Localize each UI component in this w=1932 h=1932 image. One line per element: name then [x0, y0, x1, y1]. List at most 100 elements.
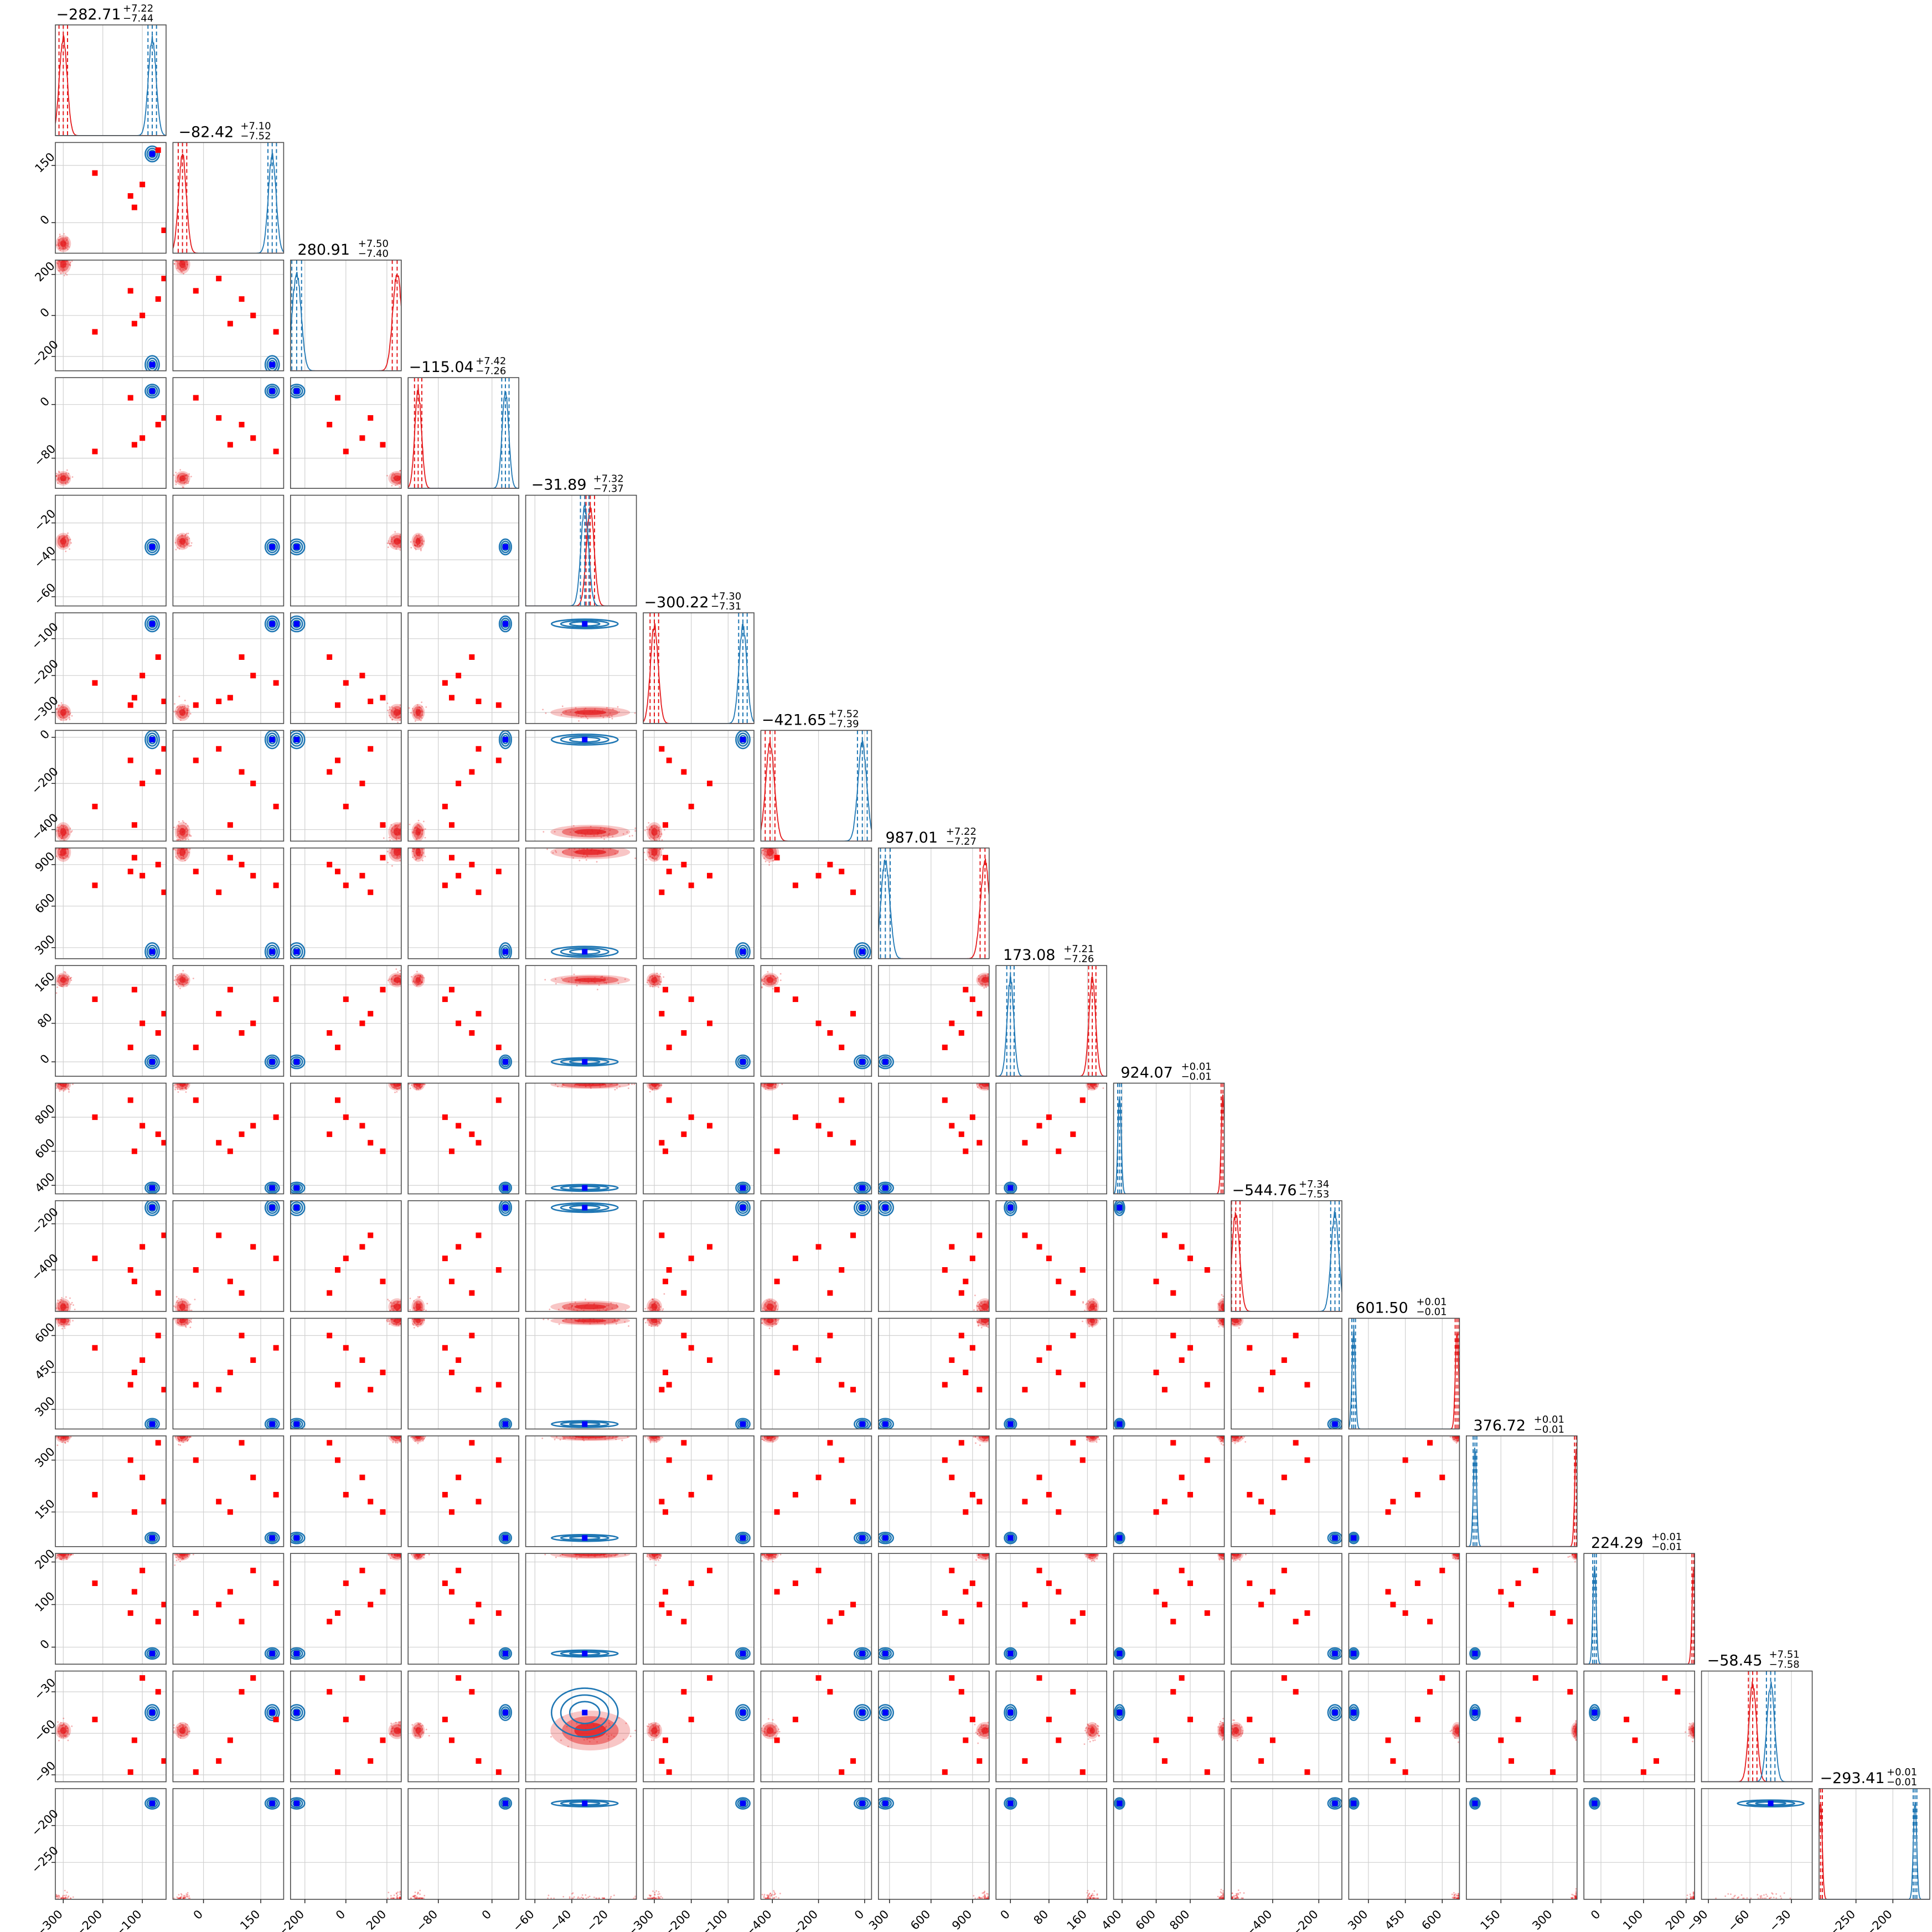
- sample-point-red: [57, 1086, 59, 1088]
- panel-10-2: [290, 1200, 402, 1312]
- sample-point-red: [180, 973, 183, 975]
- contour-blue-2: [148, 1058, 156, 1066]
- sample-point-red: [420, 539, 422, 541]
- sample-point-red: [179, 481, 182, 483]
- sample-point-red: [628, 1325, 629, 1327]
- sample-point-red: [69, 717, 70, 719]
- red-marker: [239, 1290, 245, 1296]
- sample-point-red: [603, 835, 605, 837]
- sample-point-red: [648, 852, 650, 854]
- sample-point-red: [61, 268, 63, 270]
- red-marker: [368, 1499, 374, 1505]
- sample-point-red: [418, 534, 420, 536]
- y-tick-label-5-2: −100: [29, 620, 61, 652]
- truth-marker: [1117, 1535, 1123, 1541]
- red-marker: [239, 1131, 245, 1137]
- sample-point-red: [761, 978, 763, 980]
- sample-point-red: [68, 539, 70, 541]
- sample-point-red: [399, 973, 401, 975]
- sample-point-red: [569, 831, 571, 833]
- truth-marker: [293, 737, 299, 743]
- red-marker: [448, 822, 454, 828]
- panel-frame: [525, 1318, 637, 1430]
- histogram-blue: [1349, 1329, 1460, 1429]
- red-marker: [469, 861, 475, 867]
- sample-point-red: [660, 981, 662, 983]
- sample-point-red: [394, 1086, 396, 1088]
- panel-3-3: −115.04 +7.42−7.26: [407, 355, 520, 489]
- sample-point-red: [66, 482, 69, 483]
- sample-point-red: [774, 977, 777, 979]
- truth-marker: [1332, 1421, 1338, 1427]
- sample-point-red: [647, 851, 649, 853]
- sample-point-red: [1243, 1436, 1246, 1438]
- red-marker: [1187, 1492, 1194, 1498]
- sample-point-red: [410, 976, 412, 978]
- panel-6-2: [290, 730, 402, 842]
- red-marker: [92, 1345, 98, 1351]
- red-marker: [131, 1370, 137, 1376]
- sample-point-red: [413, 1083, 415, 1085]
- sample-point-red: [55, 1307, 58, 1309]
- sample-point-red: [601, 976, 603, 978]
- panel-frame: [55, 377, 167, 489]
- red-marker: [216, 276, 222, 282]
- sample-point-red: [62, 715, 64, 717]
- sample-point-red: [421, 982, 423, 983]
- red-marker: [273, 1256, 279, 1262]
- sample-point-red: [649, 855, 652, 857]
- sample-point-red: [416, 826, 418, 828]
- sample-point-red: [58, 714, 60, 716]
- param-title-sup-4: +7.32: [593, 473, 624, 485]
- sample-point-red: [763, 983, 765, 985]
- red-marker: [666, 1382, 672, 1388]
- contour-blue-1: [879, 1056, 892, 1068]
- sample-point-red: [1088, 1088, 1089, 1091]
- red-marker: [949, 1020, 955, 1026]
- red-marker: [688, 882, 694, 888]
- sample-point-red: [185, 714, 188, 716]
- truth-marker: [269, 1185, 275, 1191]
- sample-point-red: [177, 850, 179, 852]
- sample-point-red: [58, 830, 60, 833]
- panel-8-7: [878, 965, 990, 1077]
- sample-point-red: [64, 536, 66, 539]
- truth-marker: [502, 737, 508, 743]
- sample-point-red: [182, 268, 184, 270]
- truth-marker: [502, 1535, 508, 1541]
- panel-4-3: [407, 494, 520, 607]
- sample-point-red: [412, 848, 414, 850]
- panel-6-1: [172, 730, 285, 842]
- sample-point-red: [421, 854, 423, 856]
- red-marker: [663, 855, 668, 861]
- sample-point-red: [983, 987, 985, 989]
- sample-point-red: [393, 546, 395, 547]
- sample-point-red: [187, 704, 189, 706]
- sample-point-red: [65, 1086, 66, 1088]
- panel-8-4: [525, 965, 637, 1077]
- sample-point-red: [63, 546, 65, 548]
- red-marker: [140, 673, 146, 679]
- sample-point-red: [606, 715, 608, 717]
- contour-blue-2: [292, 387, 301, 395]
- contour-blue-1: [146, 147, 158, 161]
- sample-point-red: [66, 848, 69, 850]
- sample-point-red: [183, 707, 185, 710]
- red-marker: [1270, 1509, 1275, 1515]
- red-marker: [666, 1267, 672, 1273]
- sample-point-red: [180, 1298, 183, 1300]
- sample-point-red: [774, 979, 776, 982]
- panel-10-9: [1113, 1200, 1225, 1312]
- sample-point-red: [398, 975, 400, 977]
- sample-point-red: [417, 1088, 420, 1091]
- truth-marker: [859, 1185, 865, 1191]
- panel-13-1: [172, 1553, 285, 1665]
- sample-point-red: [572, 825, 575, 827]
- sample-point-red: [60, 473, 63, 476]
- red-marker: [239, 1440, 245, 1446]
- contour-red-inner: [574, 710, 607, 715]
- red-marker: [456, 872, 462, 879]
- sample-point-red: [174, 541, 177, 544]
- red-marker: [1070, 1290, 1076, 1296]
- sample-point-red: [644, 1436, 646, 1438]
